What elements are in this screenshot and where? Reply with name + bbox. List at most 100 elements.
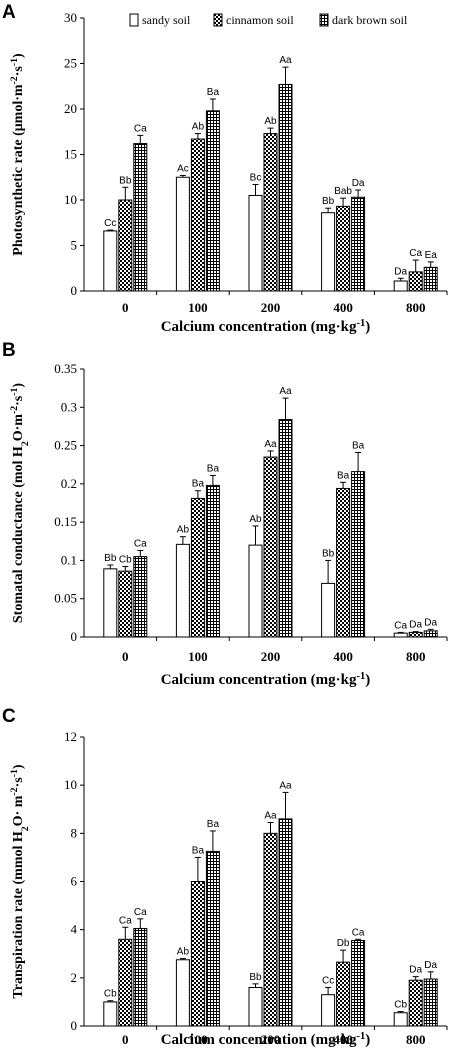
- bar: [190, 497, 205, 638]
- significance-label: Ca: [134, 907, 147, 918]
- panel-c: C0246810120CbCaCa100AbBaBa200BbAaAa400Cc…: [2, 706, 448, 1049]
- significance-label: Ab: [264, 116, 277, 127]
- significance-label: Da: [409, 965, 422, 976]
- x-tick-label: 100: [188, 649, 208, 664]
- y-tick-label: 4: [71, 922, 78, 937]
- x-tick-label: 800: [406, 649, 426, 664]
- y-tick-label: 0.1: [61, 552, 77, 567]
- x-tick-label: 800: [406, 300, 426, 315]
- bar: [133, 927, 148, 1027]
- x-axis-title: Calcium concentration (mg·kg-1): [161, 671, 371, 689]
- bar: [336, 205, 351, 292]
- y-tick-label: 0: [71, 1018, 78, 1033]
- y-tick-label: 8: [71, 825, 78, 840]
- bar: [321, 212, 336, 292]
- x-tick-label: 200: [261, 649, 281, 664]
- bar: [423, 630, 438, 638]
- y-tick-label: 20: [64, 101, 77, 116]
- significance-label: Ca: [409, 248, 422, 259]
- significance-label: Cc: [322, 975, 334, 986]
- bar: [175, 959, 190, 1027]
- bar: [263, 133, 278, 292]
- significance-label: Ca: [352, 927, 365, 938]
- x-tick-label: 0: [122, 1032, 129, 1047]
- bar: [175, 176, 190, 292]
- y-tick-label: 0.2: [61, 476, 77, 491]
- y-tick-label: 0.3: [61, 399, 77, 414]
- y-tick-label: 10: [64, 192, 77, 207]
- bar: [278, 419, 293, 638]
- bar: [393, 632, 408, 638]
- significance-label: Ab: [177, 525, 190, 536]
- significance-label: Cc: [104, 218, 116, 229]
- panel-letter: C: [2, 706, 16, 727]
- bar: [336, 487, 351, 638]
- bar: [103, 1001, 118, 1027]
- bar: [190, 881, 205, 1027]
- x-axis-title: Calcium concentration (mg·kg-1): [161, 1031, 371, 1049]
- x-tick-label: 400: [333, 649, 353, 664]
- significance-label: Cb: [394, 1000, 407, 1011]
- significance-label: Ba: [207, 463, 220, 474]
- y-tick-label: 2: [71, 970, 78, 985]
- panel-letter: A: [2, 2, 16, 23]
- x-tick-label: 100: [188, 300, 208, 315]
- significance-label: Ea: [425, 250, 438, 261]
- y-tick-label: 10: [64, 777, 77, 792]
- bar: [351, 940, 366, 1027]
- y-tick-label: 6: [71, 874, 78, 889]
- significance-label: Bb: [249, 972, 262, 983]
- bar: [103, 230, 118, 292]
- bar: [205, 110, 220, 292]
- y-axis-title: Photosynthetic rate (μmol·m-2·s-1): [9, 53, 27, 256]
- bar: [118, 199, 133, 292]
- significance-label: Cb: [104, 989, 117, 1000]
- significance-label: Bc: [250, 173, 262, 184]
- panel-a: A 0 5 10 15 20 25 30 0 Cc Bb Ca 100 Ac Ab Ba 200 Bc Ab Aa 40…: [2, 2, 448, 335]
- x-tick-label: 0: [122, 300, 129, 315]
- bar: [133, 556, 148, 638]
- x-tick-label: 400: [333, 300, 353, 315]
- significance-label: Ba: [337, 470, 350, 481]
- significance-label: Ca: [394, 620, 407, 631]
- bar: [408, 979, 423, 1027]
- significance-label: Ab: [192, 122, 205, 133]
- bar: [175, 543, 190, 638]
- significance-label: Da: [352, 178, 365, 189]
- y-tick-label: 12: [64, 729, 77, 744]
- bar: [351, 471, 366, 638]
- bar: [336, 961, 351, 1027]
- significance-label: Da: [394, 266, 407, 277]
- bar: [408, 631, 423, 638]
- y-tick-label: 15: [64, 147, 77, 162]
- bar: [393, 1012, 408, 1027]
- significance-label: Ab: [249, 514, 262, 525]
- bar: [321, 582, 336, 638]
- bar: [263, 832, 278, 1027]
- y-tick-label: 30: [64, 10, 77, 25]
- significance-label: Aa: [279, 780, 292, 791]
- x-tick-label: 200: [261, 1032, 281, 1047]
- significance-label: Db: [337, 938, 350, 949]
- bar: [118, 570, 133, 638]
- bar: [248, 194, 263, 292]
- significance-label: Cb: [119, 555, 132, 566]
- bar: [133, 143, 148, 292]
- significance-label: Aa: [264, 810, 277, 821]
- significance-label: Ca: [119, 915, 132, 926]
- legend-cinnamon-swatch: [213, 13, 223, 27]
- y-tick-label: 5: [71, 238, 78, 253]
- y-tick-label: 0.15: [54, 514, 77, 529]
- bar: [103, 568, 118, 638]
- y-tick-label: 25: [64, 56, 77, 71]
- bar: [423, 266, 438, 292]
- legend-darkbrown-swatch: [319, 13, 329, 27]
- x-tick-label: 100: [188, 1032, 208, 1047]
- bar: [351, 196, 366, 292]
- x-tick-label: 400: [333, 1032, 353, 1047]
- legend: sandy soil cinnamon soil dark brown soil: [129, 13, 408, 27]
- significance-label: Da: [424, 960, 437, 971]
- significance-label: Da: [409, 620, 422, 631]
